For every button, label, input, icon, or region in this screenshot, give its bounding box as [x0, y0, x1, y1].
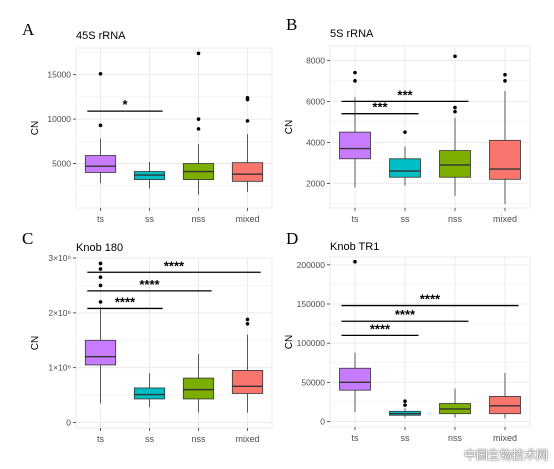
- y-tick-label: 2000: [306, 178, 325, 188]
- significance-label: ****: [420, 292, 441, 307]
- x-tick-label: nss: [191, 214, 206, 224]
- outlier-point: [245, 95, 250, 100]
- significance-label: ***: [372, 100, 388, 115]
- panel-c: C Knob 180 0 1×10⁶ 2×10⁶ 3×10⁶ CN ts ss nss mixed *…: [22, 229, 273, 444]
- watermark: 中国生物技术网: [463, 448, 548, 462]
- y-tick-label: 15000: [47, 70, 71, 80]
- significance-label: ***: [397, 87, 413, 102]
- box-ts: [84, 339, 117, 366]
- significance-label: ****: [395, 307, 416, 322]
- outlier-point: [98, 275, 103, 279]
- outlier-point: [98, 283, 103, 288]
- outlier-point: [98, 261, 103, 266]
- panel-letter: A: [22, 20, 35, 39]
- x-tick-label: mixed: [493, 214, 517, 224]
- box-mixed: [231, 162, 264, 182]
- outlier-point: [245, 322, 250, 326]
- y-axis-label: CN: [284, 335, 295, 349]
- y-axis-label: CN: [30, 121, 41, 135]
- x-tick-label: ss: [145, 434, 155, 444]
- outlier-point: [353, 79, 357, 83]
- plot-area: [329, 45, 531, 209]
- x-tick-label: mixed: [235, 434, 259, 444]
- significance-label: ****: [164, 258, 185, 273]
- x-tick-label: ts: [97, 214, 105, 224]
- box-ss: [133, 387, 166, 400]
- y-axis-label: CN: [30, 336, 41, 350]
- box-ts: [339, 131, 371, 160]
- outlier-point: [453, 109, 457, 114]
- panel-letter: B: [286, 15, 297, 34]
- outlier-point: [453, 54, 457, 59]
- box-ss: [389, 158, 421, 178]
- outlier-point: [98, 267, 103, 271]
- outlier-point: [245, 317, 250, 322]
- outlier-point: [353, 259, 357, 264]
- outlier-point: [403, 130, 407, 134]
- outlier-point: [353, 70, 357, 75]
- y-tick-label: 8000: [306, 55, 325, 65]
- box-nss: [439, 150, 471, 178]
- y-tick-label: 50000: [301, 377, 325, 387]
- y-tick-label: 2×10⁶: [48, 308, 71, 318]
- outlier-point: [503, 72, 507, 77]
- y-tick-label: 150000: [297, 299, 326, 309]
- y-tick-label: 6000: [306, 96, 325, 106]
- plot-area: [75, 47, 273, 209]
- outlier-point: [196, 51, 201, 56]
- y-tick-label: 100000: [297, 338, 326, 348]
- box-nss: [182, 377, 215, 400]
- significance-label: ****: [139, 277, 160, 292]
- x-tick-label: ts: [97, 434, 105, 444]
- x-tick-label: ss: [401, 214, 411, 224]
- outlier-point: [98, 123, 103, 128]
- y-tick-label: 3×10⁶: [48, 253, 71, 263]
- panel-d: D Knob TR1 0 50000 100000 150000 200000 CN ts ss n…: [284, 229, 531, 443]
- y-tick-label: 5000: [52, 159, 71, 169]
- significance-label: ****: [370, 321, 391, 336]
- x-tick-label: mixed: [493, 433, 517, 443]
- panel-letter: C: [22, 229, 33, 248]
- box-mixed: [489, 139, 521, 180]
- outlier-point: [196, 117, 201, 121]
- x-tick-label: nss: [448, 214, 463, 224]
- panel-title: Knob 180: [76, 242, 123, 254]
- x-tick-label: ts: [351, 433, 359, 443]
- box-mixed: [231, 370, 264, 394]
- outlier-point: [453, 105, 457, 110]
- outlier-point: [245, 119, 250, 123]
- x-tick-label: mixed: [235, 214, 259, 224]
- outlier-point: [403, 403, 407, 407]
- y-axis-label: CN: [284, 120, 295, 134]
- outlier-point: [98, 71, 103, 76]
- panel-b: B 5S rRNA 2000 4000 6000 8000 CN ts ss nss mixed **…: [284, 15, 531, 224]
- panel-letter: D: [286, 229, 298, 248]
- x-tick-label: ss: [401, 433, 411, 443]
- panel-title: 5S rRNA: [330, 28, 374, 40]
- x-tick-label: ss: [145, 214, 155, 224]
- panel-title: 45S rRNA: [76, 30, 126, 42]
- y-tick-label: 0: [320, 417, 325, 427]
- y-tick-label: 200000: [297, 260, 326, 270]
- y-tick-label: 10000: [47, 114, 71, 124]
- box-ts: [84, 155, 117, 173]
- box-ts: [339, 367, 371, 391]
- outlier-point: [196, 127, 201, 131]
- panel-title: Knob TR1: [330, 241, 379, 253]
- outlier-point: [503, 79, 507, 83]
- y-tick-label: 1×10⁶: [48, 363, 71, 373]
- panel-a: A 45S rRNA 5000 10000 15000 CN ts ss nss mixed *: [22, 20, 273, 224]
- significance-label: *: [122, 97, 128, 112]
- y-tick-label: 0: [66, 418, 71, 428]
- box-mixed: [489, 396, 521, 415]
- x-tick-label: nss: [448, 433, 463, 443]
- y-tick-label: 4000: [306, 137, 325, 147]
- outlier-point: [403, 399, 407, 403]
- outlier-point: [98, 300, 103, 304]
- x-tick-label: ts: [351, 214, 359, 224]
- significance-label: ****: [115, 294, 136, 309]
- x-tick-label: nss: [191, 434, 206, 444]
